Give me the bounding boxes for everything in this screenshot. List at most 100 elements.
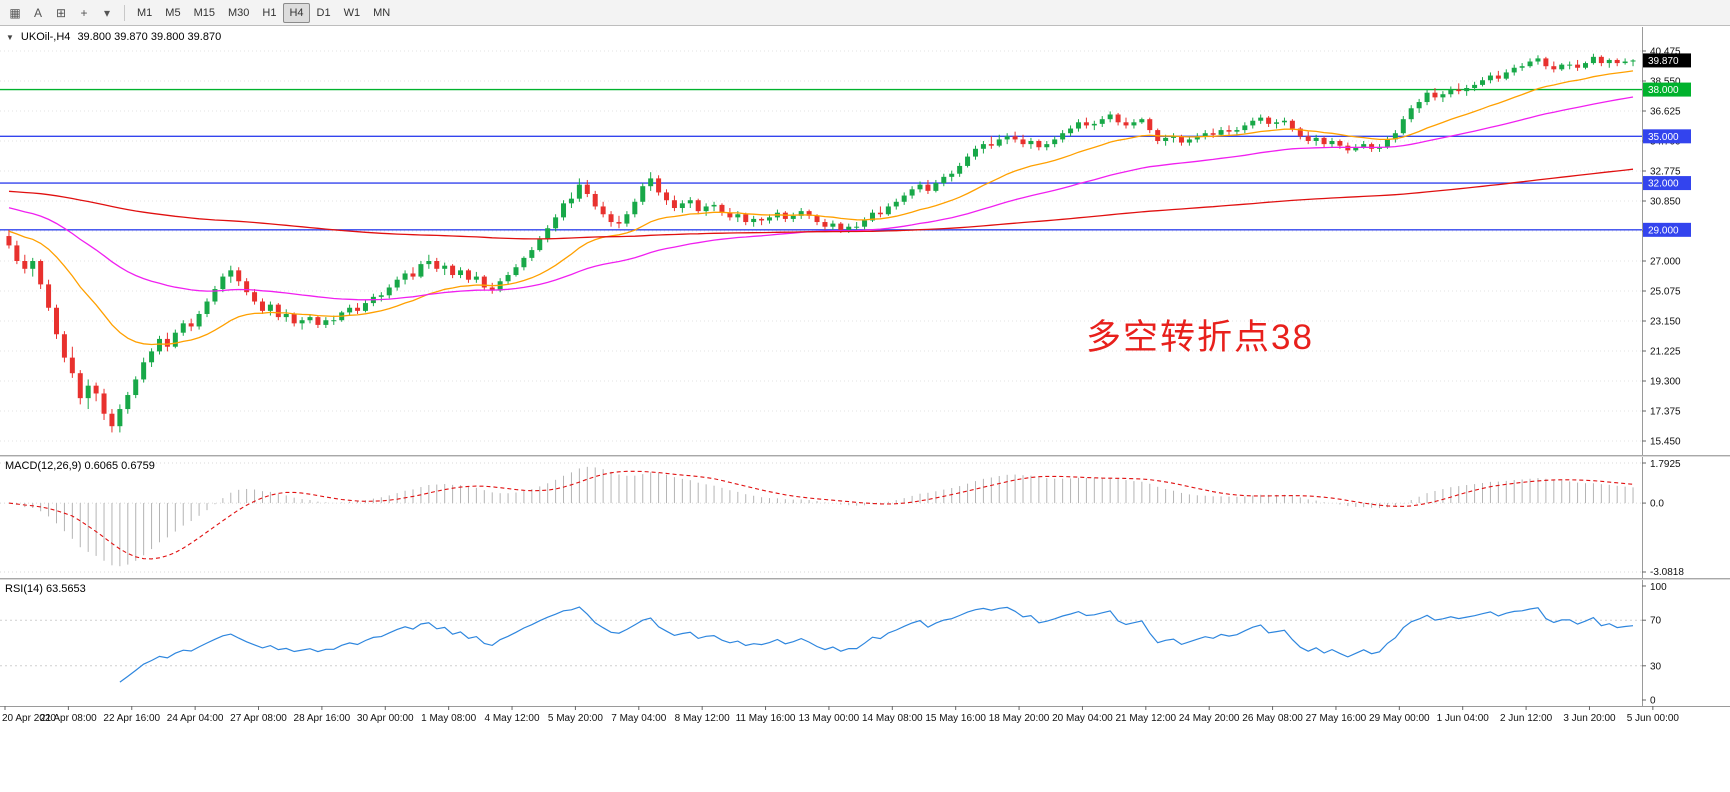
time-axis-label: 21 Apr 08:00 [40, 713, 97, 724]
time-axis-label: 20 Apr 2020 [2, 713, 56, 724]
time-axis-label: 14 May 08:00 [862, 713, 923, 724]
time-axis-label: 1 Jun 04:00 [1437, 713, 1490, 724]
rsi-gridlines [0, 619, 1642, 667]
time-axis-label: 22 Apr 16:00 [103, 713, 160, 724]
timeframe-mn-button[interactable]: MN [373, 6, 391, 19]
rsi-line [119, 606, 1634, 683]
tool-template-button[interactable]: ⊞ [55, 5, 67, 20]
price-axis[interactable]: 40.47538.55036.62534.70032.77530.85028.9… [1642, 27, 1730, 455]
timeframe-h4-button[interactable]: H4 [283, 2, 310, 23]
time-axis-label: 2 Jun 12:00 [1500, 713, 1553, 724]
main-chart-panel[interactable]: 40.47538.55036.62534.70032.77530.85028.9… [0, 27, 1730, 455]
ohlc-values: 39.800 39.870 39.800 39.870 [77, 31, 222, 43]
time-axis-label: 30 Apr 00:00 [357, 713, 414, 724]
tool-chart-grid-button[interactable]: ▦ [9, 5, 21, 20]
time-axis-label: 4 May 12:00 [485, 713, 540, 724]
time-axis-label: 11 May 16:00 [736, 713, 796, 724]
rsi-axis-label: 30 [1650, 661, 1662, 672]
time-axis-label: 18 May 20:00 [989, 713, 1050, 724]
current-price-badge-label: 39.870 [1648, 56, 1679, 67]
overlay-ma-fast [8, 70, 1634, 346]
time-axis[interactable]: 20 Apr 2020 21 Apr 08:00 22 Apr 16:00 24 Ap… [0, 706, 1730, 726]
time-axis-label: 24 May 20:00 [1179, 713, 1240, 724]
timeframe-m1-button[interactable]: M1 [137, 6, 153, 19]
time-axis-label: 8 May 12:00 [675, 713, 730, 724]
time-axis-label: 15 May 16:00 [925, 713, 986, 724]
panel-splitter[interactable] [0, 455, 1730, 457]
time-axis-label: 5 Jun 00:00 [1627, 713, 1680, 724]
timeframe-d1-button[interactable]: D1 [316, 6, 331, 19]
price-axis-label: 15.450 [1650, 437, 1681, 448]
price-axis-label: 17.375 [1650, 407, 1681, 418]
time-axis-label: 29 May 00:00 [1369, 713, 1430, 724]
price-axis-label: 23.150 [1650, 317, 1681, 328]
overlay-ma-slow [8, 168, 1634, 240]
macd-axis-label: 0.0 [1650, 499, 1664, 510]
price-axis-label: 30.850 [1650, 197, 1681, 208]
rsi-axis-label: 100 [1650, 582, 1667, 593]
timeframe-m5-button[interactable]: M5 [165, 6, 181, 19]
price-axis-label: 19.300 [1650, 377, 1681, 388]
symbol-label: UKOil-,H4 [20, 31, 71, 43]
rsi-axis: 100 70 30 0 [1642, 580, 1730, 706]
timeframe-w1-button[interactable]: W1 [343, 6, 361, 19]
main-chart-svg: 40.47538.55036.62534.70032.77530.85028.9… [0, 27, 1730, 455]
time-axis-label: 3 Jun 20:00 [1563, 713, 1616, 724]
hline-price-badge-label: 38.000 [1648, 85, 1679, 96]
hline-price-badge-label: 29.000 [1648, 225, 1679, 236]
toolbar-separator [124, 4, 125, 21]
macd-axis-label: -3.0818 [1650, 567, 1684, 578]
time-axis-label: 1 May 08:00 [421, 713, 476, 724]
time-axis-label: 24 Apr 04:00 [167, 713, 224, 724]
toolbar: ▦ A ⊞ + ▾ M1 M5 M15 M30 H1 H4 D1 W1 MN [0, 0, 1730, 26]
time-axis-label: 7 May 04:00 [611, 713, 666, 724]
tool-crosshair-button[interactable]: + [80, 5, 88, 20]
price-axis-label: 38.550 [1650, 77, 1681, 88]
price-axis-label: 40.475 [1650, 47, 1681, 58]
rsi-label: RSI(14) 63.5653 [5, 583, 86, 595]
hline-price-badge [1643, 129, 1691, 144]
time-axis-label: 27 Apr 08:00 [230, 713, 287, 724]
hline-price-badge [1643, 176, 1691, 191]
macd-axis-label: 1.7925 [1650, 459, 1681, 470]
macd-panel[interactable]: 1.7925 0.0 -3.0818 MACD(12,26,9) 0.6065 0.… [0, 457, 1730, 578]
rsi-axis-label: 70 [1650, 616, 1662, 627]
time-axis-label: 27 May 16:00 [1306, 713, 1367, 724]
time-axis-label: 26 May 08:00 [1242, 713, 1303, 724]
collapse-arrow-icon[interactable]: ▼ [6, 32, 14, 42]
panel-splitter[interactable] [0, 578, 1730, 580]
macd-signal-line [8, 470, 1634, 560]
current-price-badge [1643, 53, 1691, 68]
timeframe-m15-button[interactable]: M15 [193, 6, 215, 19]
chart-info-line: ▼ UKOil-,H4 39.800 39.870 39.800 39.870 [6, 31, 221, 43]
time-axis-label: 21 May 12:00 [1116, 713, 1177, 724]
hline-price-badge-label: 35.000 [1648, 132, 1679, 143]
macd-gridlines [0, 462, 1642, 573]
price-axis-label: 25.075 [1650, 287, 1681, 298]
macd-histogram [16, 466, 1634, 567]
time-axis-label: 20 May 04:00 [1052, 713, 1113, 724]
hline-price-badge-label: 32.000 [1648, 179, 1679, 190]
price-gridlines [0, 50, 1642, 442]
tool-tool-dropdown-button[interactable]: ▾ [103, 5, 111, 20]
chart-annotation-text[interactable]: 多空转折点38 [1086, 318, 1314, 357]
rsi-panel[interactable]: 100 70 30 0 RSI(14) 63.5653 [0, 580, 1730, 706]
time-axis-label: 13 May 00:00 [799, 713, 860, 724]
candles [6, 53, 1636, 433]
hline-price-badge [1643, 82, 1691, 97]
macd-axis: 1.7925 0.0 -3.0818 [1642, 457, 1730, 578]
hline-price-badge [1643, 222, 1691, 237]
time-axis-label: 28 Apr 16:00 [294, 713, 351, 724]
rsi-svg: 100 70 30 0 [0, 580, 1730, 706]
macd-label: MACD(12,26,9) 0.6065 0.6759 [5, 460, 155, 472]
rsi-axis-label: 0 [1650, 696, 1656, 707]
price-axis-label: 21.225 [1650, 347, 1681, 358]
timeframe-h1-button[interactable]: H1 [262, 6, 277, 19]
tool-text-tool-button[interactable]: A [33, 5, 42, 20]
horizontal-level-lines[interactable] [0, 88, 1642, 231]
overlay-ma-mid [8, 96, 1634, 301]
timeframe-m30-button[interactable]: M30 [227, 6, 250, 19]
time-axis-label: 5 May 20:00 [548, 713, 603, 724]
